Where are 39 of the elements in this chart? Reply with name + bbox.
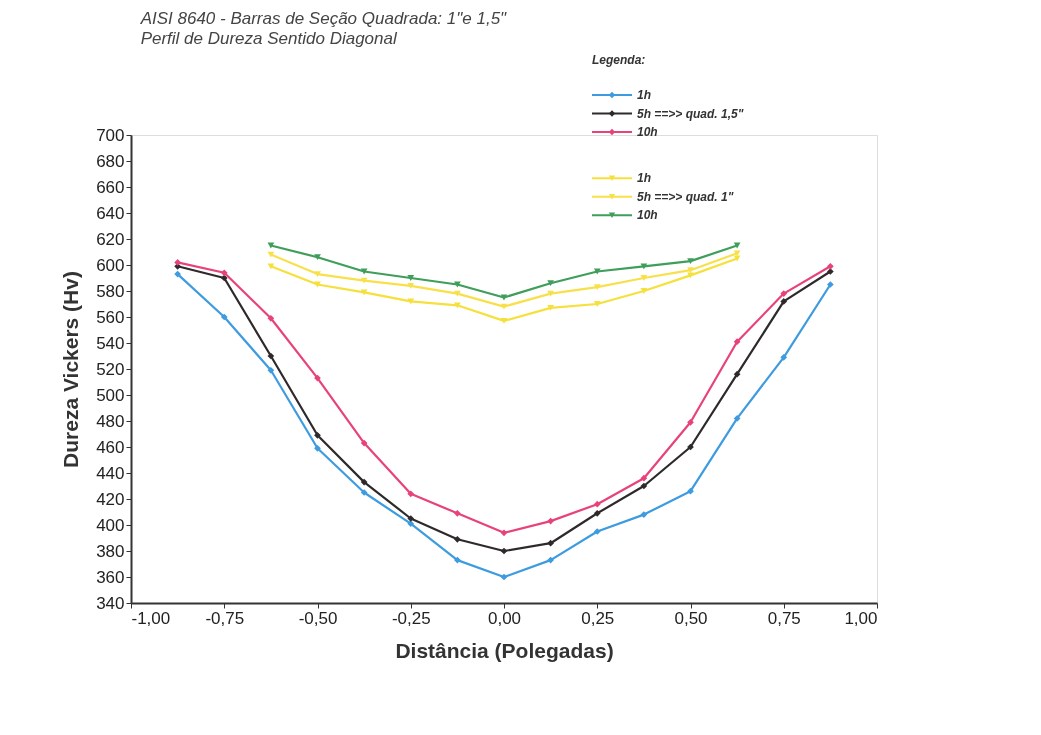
- y-tick-label: 440: [96, 463, 125, 483]
- legend-title: Legenda:: [592, 53, 646, 67]
- x-tick-label: -0,75: [205, 608, 245, 628]
- y-axis-title: Dureza Vickers (Hv): [59, 271, 83, 468]
- legend-label: 10h: [637, 208, 658, 223]
- legend-label: 5h ==>> quad. 1,5": [637, 106, 744, 121]
- y-tick-label: 580: [96, 281, 125, 301]
- y-tick-label: 340: [96, 593, 125, 613]
- y-tick-label: 460: [96, 437, 125, 457]
- chart-title: AISI 8640 - Barras de Seção Quadrada: 1"e 1,5": [139, 9, 508, 28]
- chart-subtitle: Perfil de Dureza Sentido Diagonal: [140, 29, 398, 48]
- y-tick-label: 520: [96, 359, 125, 379]
- x-tick-label: -1,00: [131, 608, 171, 628]
- y-tick-label: 660: [96, 177, 125, 197]
- y-tick-label: 600: [96, 255, 125, 275]
- y-tick-label: 540: [96, 333, 125, 353]
- y-tick-label: 420: [96, 489, 125, 509]
- y-tick-label: 640: [96, 203, 125, 223]
- y-tick-label: 560: [96, 307, 125, 327]
- y-tick-label: 480: [96, 411, 125, 431]
- x-tick-label: 0,50: [674, 608, 708, 628]
- x-tick-label: 0,75: [767, 608, 801, 628]
- legend-label: 1h: [637, 88, 652, 102]
- y-tick-label: 500: [96, 385, 125, 405]
- x-tick-label: -0,25: [391, 608, 431, 628]
- x-tick-label: 0,00: [487, 608, 522, 628]
- y-tick-label: 360: [96, 567, 125, 587]
- y-tick-label: 620: [96, 229, 125, 249]
- x-tick-label: 0,25: [581, 608, 615, 628]
- x-tick-label: -0,50: [298, 608, 338, 628]
- y-tick-label: 680: [96, 151, 125, 171]
- y-tick-label: 380: [96, 541, 125, 561]
- legend-label: 1h: [637, 171, 652, 186]
- y-tick-label: 700: [96, 125, 125, 145]
- y-tick-label: 400: [96, 515, 125, 535]
- x-axis-title: Distância (Polegadas): [395, 638, 614, 662]
- legend-label: 5h ==>> quad. 1": [637, 189, 734, 204]
- legend-label: 10h: [637, 125, 658, 139]
- x-tick-label: 1,00: [844, 608, 878, 628]
